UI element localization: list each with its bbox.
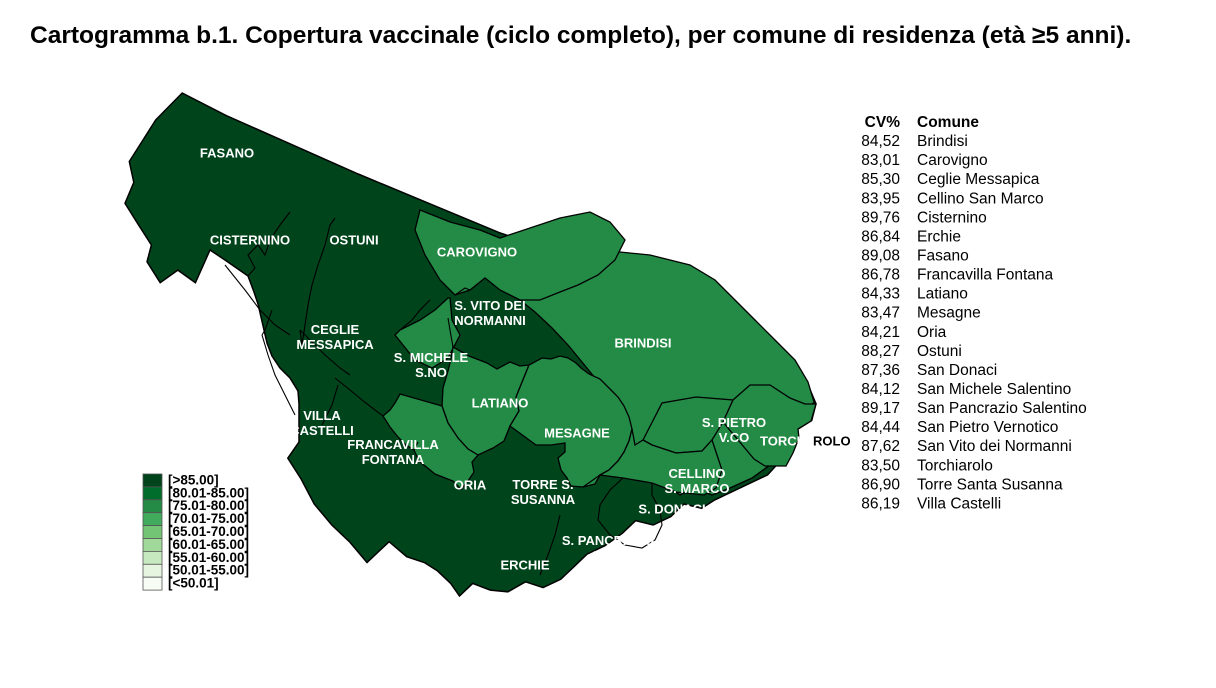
svg-text:S. VITO DEI: S. VITO DEI xyxy=(454,298,525,313)
svg-text:San Pietro Vernotico: San Pietro Vernotico xyxy=(917,419,1058,436)
svg-text:86,84: 86,84 xyxy=(861,228,900,245)
svg-text:NORMANNI: NORMANNI xyxy=(454,313,526,328)
svg-text:FONTANA: FONTANA xyxy=(362,452,425,467)
svg-text:Francavilla Fontana: Francavilla Fontana xyxy=(917,267,1054,284)
svg-text:84,21: 84,21 xyxy=(861,324,900,341)
svg-text:TORCHIA: TORCHIA xyxy=(760,434,820,449)
svg-text:Fasano: Fasano xyxy=(917,248,969,265)
svg-text:BRINDISI: BRINDISI xyxy=(614,336,671,351)
svg-text:OSTUNI: OSTUNI xyxy=(329,233,378,248)
svg-text:CELLINO: CELLINO xyxy=(668,466,725,481)
svg-text:Mesagne: Mesagne xyxy=(917,305,981,322)
svg-text:ERCHIE: ERCHIE xyxy=(500,558,549,573)
svg-text:CASTELLI: CASTELLI xyxy=(290,423,354,438)
svg-text:S. MARCO: S. MARCO xyxy=(665,481,730,496)
svg-text:86,78: 86,78 xyxy=(861,267,900,284)
svg-text:86,19: 86,19 xyxy=(861,495,900,512)
svg-text:86,90: 86,90 xyxy=(861,476,900,493)
svg-text:Torchiarolo: Torchiarolo xyxy=(917,457,993,474)
svg-text:Torre Santa Susanna: Torre Santa Susanna xyxy=(917,476,1063,493)
svg-text:MESAGNE: MESAGNE xyxy=(544,426,610,441)
svg-text:Cellino San Marco: Cellino San Marco xyxy=(917,190,1044,207)
svg-text:ORIA: ORIA xyxy=(454,478,487,493)
svg-text:88,27: 88,27 xyxy=(861,343,900,360)
svg-text:89,08: 89,08 xyxy=(861,248,900,265)
svg-text:84,33: 84,33 xyxy=(861,286,900,303)
svg-text:83,01: 83,01 xyxy=(861,152,900,169)
svg-text:TORRE S.: TORRE S. xyxy=(512,477,573,492)
svg-text:Brindisi: Brindisi xyxy=(917,133,968,150)
svg-text:[<50.01]: [<50.01] xyxy=(168,576,219,591)
svg-text:SUSANNA: SUSANNA xyxy=(511,492,576,507)
svg-text:Ostuni: Ostuni xyxy=(917,343,962,360)
svg-text:S.NO: S.NO xyxy=(415,365,447,380)
svg-text:CEGLIE: CEGLIE xyxy=(311,322,360,337)
svg-text:San Vito dei Normanni: San Vito dei Normanni xyxy=(917,438,1072,455)
svg-text:S. MICHELE: S. MICHELE xyxy=(394,350,469,365)
svg-text:FASANO: FASANO xyxy=(200,146,254,161)
svg-text:Erchie: Erchie xyxy=(917,228,961,245)
svg-text:CAROVIGNO: CAROVIGNO xyxy=(437,245,517,260)
svg-text:FRANCAVILLA: FRANCAVILLA xyxy=(347,437,439,452)
svg-text:San Donaci: San Donaci xyxy=(917,362,997,379)
svg-text:CV%: CV% xyxy=(865,114,901,131)
svg-text:Ceglie Messapica: Ceglie Messapica xyxy=(917,171,1040,188)
svg-text:ROLO: ROLO xyxy=(813,434,851,449)
svg-text:89,17: 89,17 xyxy=(861,400,900,417)
svg-text:84,44: 84,44 xyxy=(861,419,900,436)
svg-text:84,52: 84,52 xyxy=(861,133,900,150)
svg-text:Villa Castelli: Villa Castelli xyxy=(917,495,1001,512)
svg-text:S. DONACI: S. DONACI xyxy=(638,502,705,517)
svg-text:83,50: 83,50 xyxy=(861,457,900,474)
svg-text:Carovigno: Carovigno xyxy=(917,152,988,169)
svg-text:89,76: 89,76 xyxy=(861,209,900,226)
svg-text:LATIANO: LATIANO xyxy=(472,396,529,411)
svg-text:S. PIETRO: S. PIETRO xyxy=(702,415,766,430)
svg-text:MESSAPICA: MESSAPICA xyxy=(296,337,374,352)
svg-text:VILLA: VILLA xyxy=(303,408,341,423)
svg-text:Cisternino: Cisternino xyxy=(917,209,987,226)
svg-text:San Michele Salentino: San Michele Salentino xyxy=(917,381,1071,398)
svg-text:87,36: 87,36 xyxy=(861,362,900,379)
svg-text:Comune: Comune xyxy=(917,114,979,131)
svg-text:Oria: Oria xyxy=(917,324,947,341)
svg-text:CISTERNINO: CISTERNINO xyxy=(210,233,290,248)
svg-text:V.CO: V.CO xyxy=(719,430,750,445)
svg-text:Latiano: Latiano xyxy=(917,286,968,303)
svg-text:S. PANCRAZIO: S. PANCRAZIO xyxy=(562,533,654,548)
svg-text:84,12: 84,12 xyxy=(861,381,900,398)
svg-text:83,95: 83,95 xyxy=(861,190,900,207)
svg-text:San Pancrazio Salentino: San Pancrazio Salentino xyxy=(917,400,1087,417)
svg-text:83,47: 83,47 xyxy=(861,305,900,322)
svg-text:87,62: 87,62 xyxy=(861,438,900,455)
svg-text:85,30: 85,30 xyxy=(861,171,900,188)
svg-text:S.NO: S.NO xyxy=(592,548,624,563)
